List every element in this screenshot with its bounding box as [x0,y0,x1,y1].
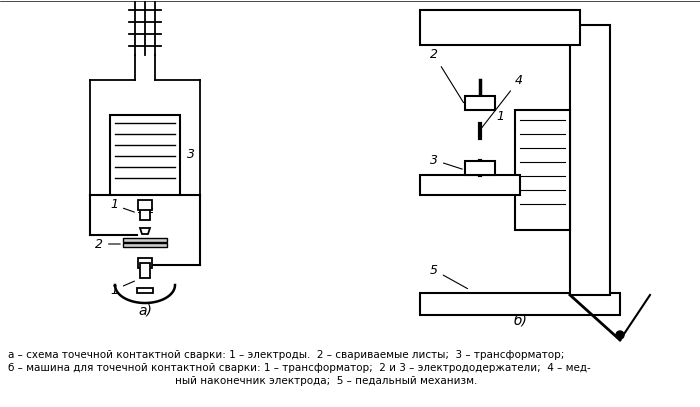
Bar [140,263,150,278]
Text: 3: 3 [430,153,463,169]
Text: 1: 1 [496,110,504,123]
Bar [123,238,167,242]
Bar [420,175,520,195]
Polygon shape [140,228,150,234]
Text: 4: 4 [482,74,523,128]
Circle shape [616,331,624,339]
Text: 3: 3 [187,149,195,162]
Text: б – машина для точечной контактной сварки: 1 – трансформатор;  2 и 3 – электродо: б – машина для точечной контактной сварк… [8,363,591,373]
Text: а – схема точечной контактной сварки: 1 – электроды.  2 – свариваемые листы;  3 : а – схема точечной контактной сварки: 1 … [8,350,564,360]
Text: 2: 2 [95,238,120,250]
Bar [515,110,570,230]
Bar [110,115,180,195]
Text: 2: 2 [430,48,463,103]
Text: 1: 1 [110,281,134,297]
Bar [420,293,620,315]
Bar [137,288,153,293]
Text: а): а) [138,304,152,318]
Bar [420,10,580,45]
Text: б): б) [513,314,527,328]
Text: 1: 1 [110,199,134,212]
Text: 5: 5 [430,263,468,289]
Bar [465,161,495,175]
Bar [123,243,167,247]
Text: ный наконечник электрода;  5 – педальный механизм.: ный наконечник электрода; 5 – педальный … [175,376,477,386]
Bar [465,96,495,110]
Bar [138,258,152,268]
Bar [140,202,150,220]
Bar [138,200,152,210]
Bar [570,25,610,295]
